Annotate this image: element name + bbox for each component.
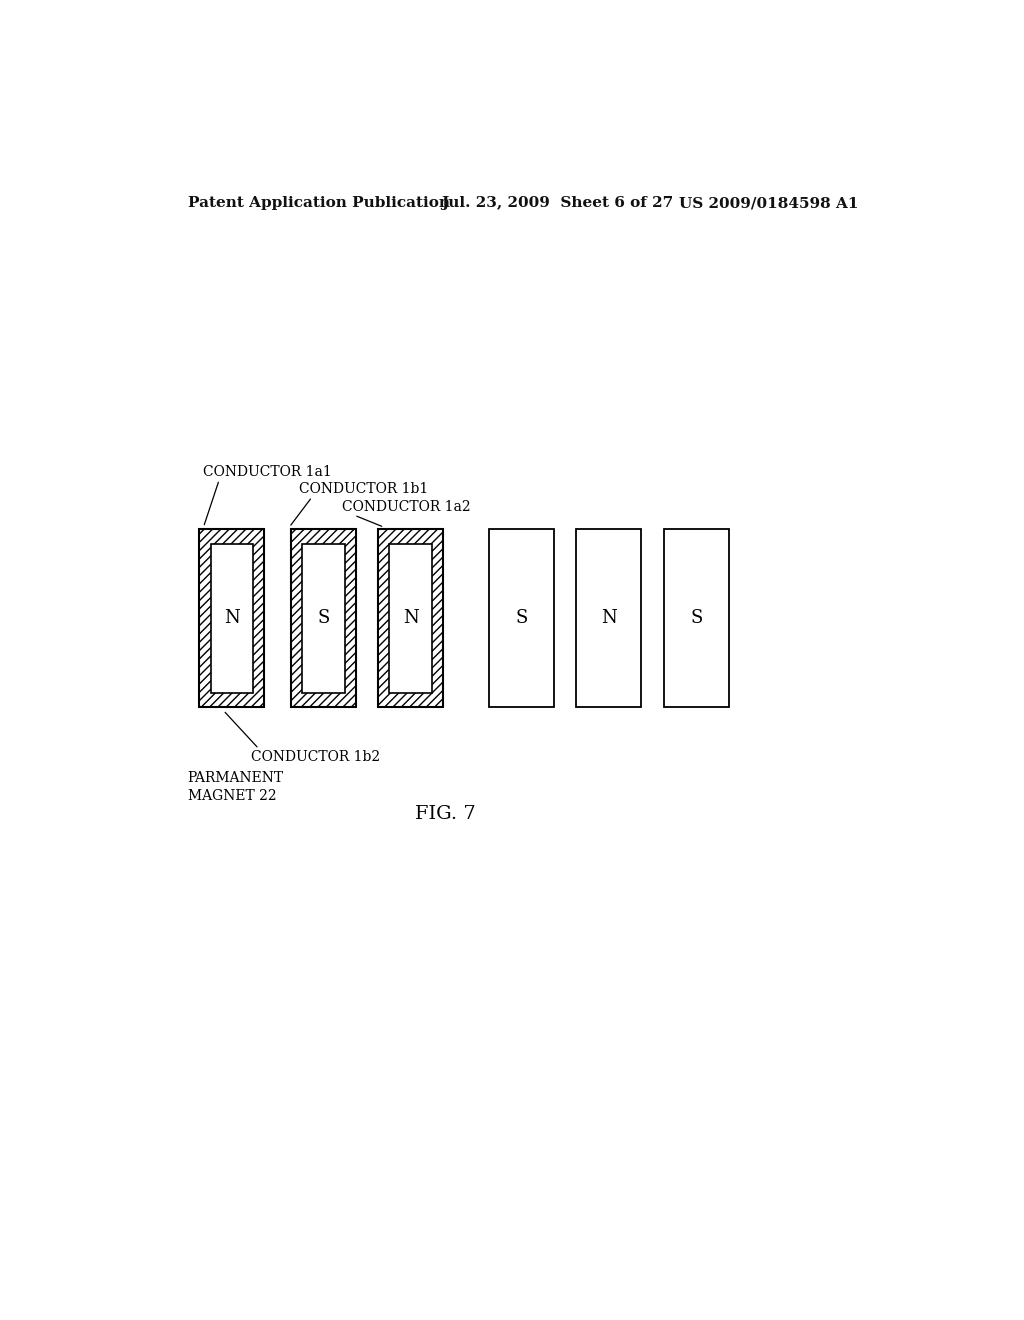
Text: N: N [601,610,616,627]
Text: N: N [402,610,419,627]
Bar [200,529,264,708]
Text: FIG. 7: FIG. 7 [415,805,476,822]
Text: PARMANENT
MAGNET 22: PARMANENT MAGNET 22 [187,771,284,803]
Text: CONDUCTOR 1b1: CONDUCTOR 1b1 [299,482,428,496]
Text: US 2009/0184598 A1: US 2009/0184598 A1 [679,195,858,210]
Text: CONDUCTOR 1a2: CONDUCTOR 1a2 [342,500,471,515]
Bar [302,544,345,693]
Text: S: S [690,610,702,627]
Text: CONDUCTOR 1a1: CONDUCTOR 1a1 [204,465,332,479]
Bar [489,529,554,708]
Bar [577,529,641,708]
Bar [664,529,729,708]
Text: S: S [317,610,330,627]
Text: N: N [224,610,240,627]
Bar [211,544,253,693]
Bar [291,529,355,708]
Bar [378,529,443,708]
Bar [389,544,432,693]
Text: Patent Application Publication: Patent Application Publication [187,195,450,210]
Text: S: S [515,610,527,627]
Text: Jul. 23, 2009  Sheet 6 of 27: Jul. 23, 2009 Sheet 6 of 27 [441,195,674,210]
Text: CONDUCTOR 1b2: CONDUCTOR 1b2 [251,750,380,764]
